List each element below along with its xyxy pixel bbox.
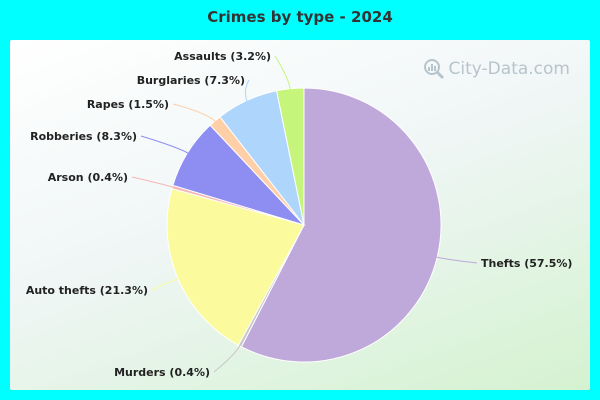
leader-line-rapes — [172, 103, 217, 123]
leader-line-auto-thefts — [151, 277, 180, 291]
leader-line-thefts — [435, 256, 478, 264]
slice-label-murders: Murders (0.4%) — [114, 366, 210, 379]
leader-line-murders — [213, 344, 242, 373]
leader-line-burglaries — [244, 79, 250, 103]
slice-label-rapes: Rapes (1.5%) — [87, 98, 169, 111]
watermark: City-Data.com — [423, 58, 570, 80]
leader-line-arson — [131, 176, 175, 188]
slice-label-auto-thefts: Auto thefts (21.3%) — [26, 284, 148, 297]
leader-line-assaults — [274, 55, 291, 91]
magnifier-bar-chart-icon — [423, 59, 444, 80]
leader-line-robberies — [140, 135, 190, 155]
pie-chart: Thefts (57.5%) Murders (0.4%) Auto thefts … — [26, 50, 573, 379]
chart-title: Crimes by type - 2024 — [207, 8, 393, 26]
slice-label-arson: Arson (0.4%) — [48, 171, 128, 184]
slice-label-burglaries: Burglaries (7.3%) — [137, 74, 245, 87]
slice-label-thefts: Thefts (57.5%) — [481, 257, 572, 270]
slice-label-robberies: Robberies (8.3%) — [30, 130, 137, 143]
watermark-text: City-Data.com — [448, 59, 570, 79]
slice-label-assaults: Assaults (3.2%) — [174, 50, 271, 63]
